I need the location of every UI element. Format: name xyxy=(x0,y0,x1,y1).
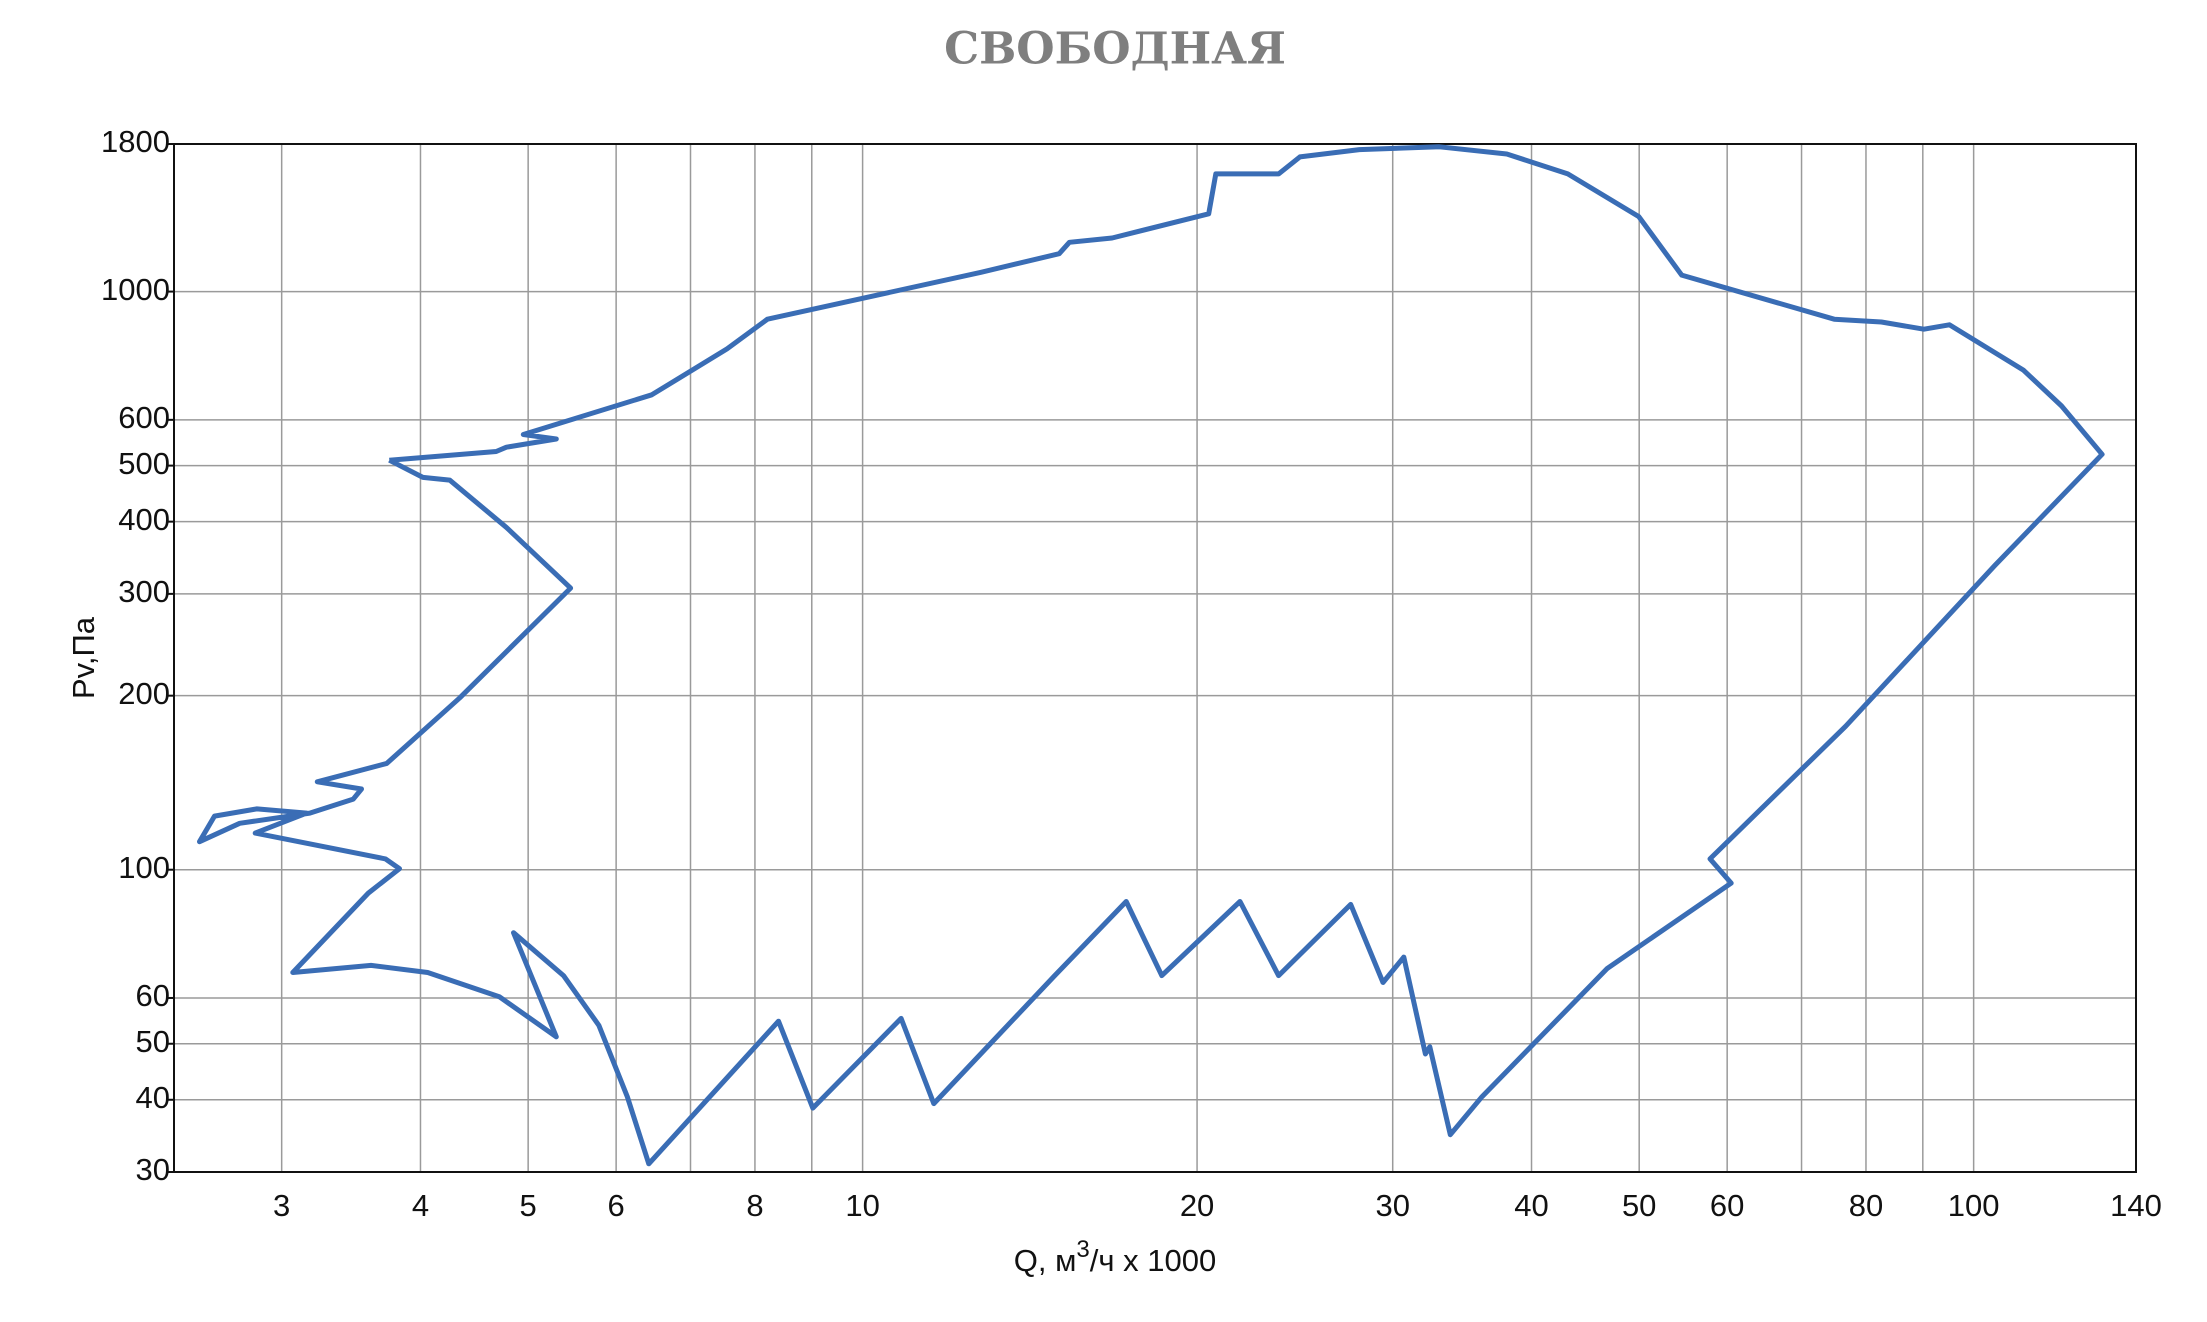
x-tick-label: 20 xyxy=(1180,1188,1214,1223)
y-tick-label: 1800 xyxy=(101,124,170,159)
x-tick-label: 80 xyxy=(1849,1188,1883,1223)
x-tick-label: 10 xyxy=(845,1188,879,1223)
y-tick-label: 200 xyxy=(118,676,170,711)
y-tick-label: 100 xyxy=(118,850,170,885)
y-tick-label: 40 xyxy=(136,1080,170,1115)
x-axis-label-sup: 3 xyxy=(1076,1236,1089,1263)
x-tick-label: 50 xyxy=(1622,1188,1656,1223)
x-axis-label-rest: /ч x 1000 xyxy=(1090,1243,1216,1278)
x-tick-label: 4 xyxy=(412,1188,429,1223)
x-tick-label: 8 xyxy=(746,1188,763,1223)
x-tick-label: 140 xyxy=(2110,1188,2162,1223)
x-axis-label: Q, м3/ч x 1000 xyxy=(1014,1236,1216,1278)
x-tick-label: 5 xyxy=(520,1188,537,1223)
x-tick-label: 6 xyxy=(608,1188,625,1223)
chart-title: СВОБОДНАЯ xyxy=(944,24,1286,75)
y-tick-label: 500 xyxy=(118,446,170,481)
y-tick-label: 50 xyxy=(136,1024,170,1059)
y-tick-label: 400 xyxy=(118,502,170,537)
plot-frame xyxy=(173,143,2137,1173)
x-tick-label: 30 xyxy=(1375,1188,1409,1223)
x-tick-label: 40 xyxy=(1514,1188,1548,1223)
curve xyxy=(197,144,2105,1167)
x-tick-label: 3 xyxy=(273,1188,290,1223)
y-tick-label: 600 xyxy=(118,400,170,435)
y-tick-label: 300 xyxy=(118,574,170,609)
x-tick-label: 100 xyxy=(1948,1188,2000,1223)
y-tick-label: 60 xyxy=(136,978,170,1013)
y-tick-label: 30 xyxy=(136,1152,170,1187)
y-axis-label: Pv,Па xyxy=(66,616,101,699)
x-axis-label-text: Q, м xyxy=(1014,1243,1077,1278)
y-tick-label: 1000 xyxy=(101,272,170,307)
x-tick-label: 60 xyxy=(1710,1188,1744,1223)
